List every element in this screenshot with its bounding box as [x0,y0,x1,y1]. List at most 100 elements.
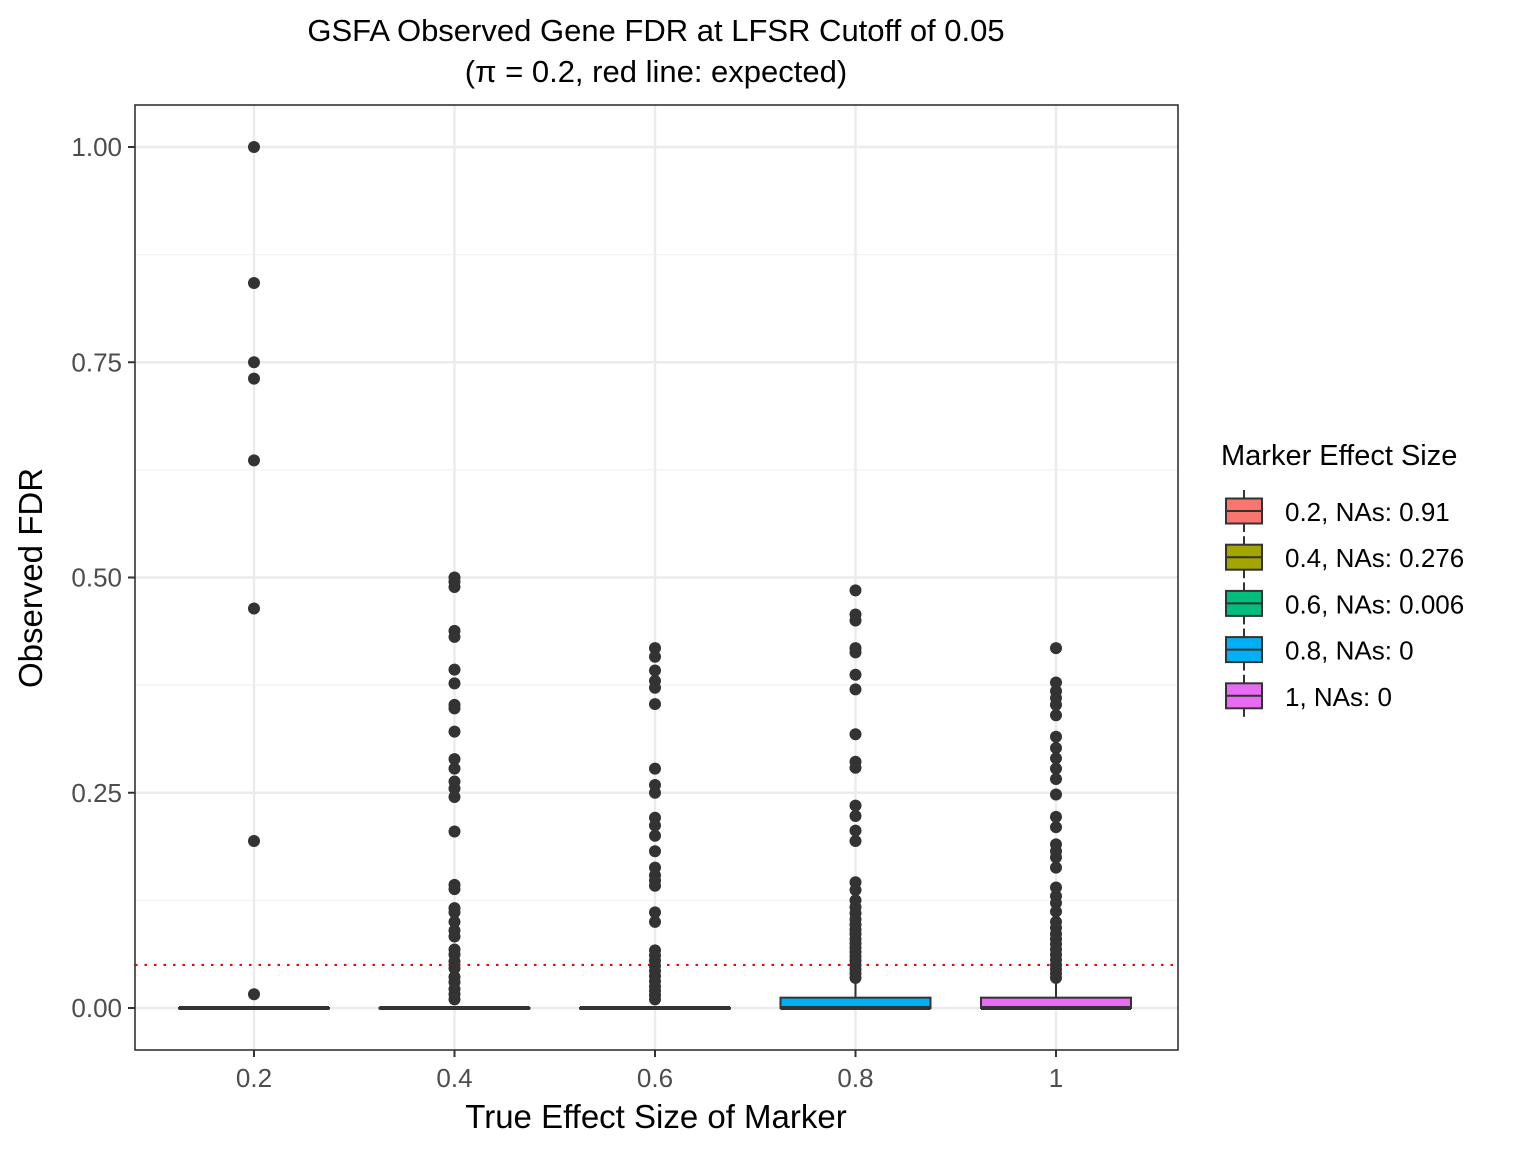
box-plots [178,141,1132,1010]
outlier-point [248,834,260,847]
outlier-point [448,930,461,943]
outlier-point [1050,676,1062,689]
outlier-point [649,829,661,842]
y-axis-title: Observed FDR [12,468,49,688]
outlier-point [448,677,461,690]
outlier-point [448,825,461,838]
box-0.8 [779,584,932,1010]
outlier-point [1050,642,1062,655]
outlier-point [448,791,461,804]
outlier-point [849,834,862,847]
legend-item: 1, NAs: 0 [1225,674,1392,717]
y-tick-label: 0.25 [71,778,122,808]
legend-title: Marker Effect Size [1221,440,1457,472]
outlier-point [649,786,661,799]
outlier-point [649,993,661,1006]
y-tick-label: 0.75 [71,347,122,377]
x-tick-label: 1 [1049,1063,1063,1093]
x-tick-label: 0.8 [837,1063,873,1093]
outlier-point [849,614,862,627]
legend-label: 1, NAs: 0 [1285,682,1392,712]
outlier-point [1050,762,1062,775]
outlier-point [1050,709,1062,722]
outlier-point [649,642,661,655]
x-tick-label: 0.4 [436,1063,472,1093]
outlier-point [248,277,260,290]
outlier-point [448,702,461,715]
box-0.6 [579,642,731,1010]
outlier-point [248,454,260,467]
outlier-point [1050,741,1062,754]
x-axis-title: True Effect Size of Marker [465,1098,846,1135]
outlier-point [1050,881,1062,894]
legend-item: 0.2, NAs: 0.91 [1225,490,1450,532]
y-tick-label: 0.00 [71,993,122,1023]
chart-title: GSFA Observed Gene FDR at LFSR Cutoff of… [307,13,1004,48]
outlier-point [649,681,661,694]
box-1 [980,642,1132,1010]
x-tick-label: 0.6 [637,1063,673,1093]
outlier-point [849,646,862,659]
outlier-point [1050,896,1062,909]
outlier-point [649,845,661,858]
outlier-point [849,824,862,837]
legend-item: 0.8, NAs: 0 [1225,628,1414,671]
x-axis: 0.2 0.4 0.6 0.8 1 [236,1050,1063,1093]
legend-item: 0.4, NAs: 0.276 [1225,536,1464,579]
outlier-point [448,962,461,975]
outlier-point [248,356,260,369]
outlier-point [448,782,461,795]
outlier-point [849,884,862,897]
legend-label: 0.2, NAs: 0.91 [1285,497,1450,527]
outlier-point [849,799,862,812]
outlier-point [1050,971,1062,984]
legend-label: 0.4, NAs: 0.276 [1285,543,1464,573]
outlier-point [1050,788,1062,801]
legend-label: 0.8, NAs: 0 [1285,636,1414,666]
outlier-point [849,728,862,741]
outlier-point [1050,821,1062,834]
outlier-point [1050,698,1062,711]
outlier-point [248,141,260,153]
outlier-point [649,915,661,928]
outlier-point [448,906,461,919]
outlier-point [1050,772,1062,785]
outlier-point [1050,810,1062,823]
box-0.2 [178,141,330,1010]
legend: Marker Effect Size 0.2, NAs: 0.91 0.4, NA… [1221,440,1464,717]
outlier-point [649,819,661,832]
outlier-point [1050,905,1062,918]
outlier-point [448,915,461,928]
outlier-point [248,988,260,1001]
outlier-point [1050,752,1062,765]
outlier-point [448,753,461,766]
outlier-point [849,971,862,984]
outlier-point [649,698,661,711]
outlier-point [1050,861,1062,874]
outlier-point [448,725,461,738]
outlier-point [649,664,661,677]
legend-item: 0.6, NAs: 0.006 [1225,582,1464,625]
y-axis: 0.00 0.25 0.50 0.75 1.00 [71,132,135,1023]
outlier-point [1050,851,1062,864]
outlier-point [849,668,862,681]
outlier-point [448,883,461,896]
y-tick-label: 0.50 [71,563,122,593]
outlier-point [849,683,862,696]
outlier-point [448,993,461,1006]
outlier-point [248,372,260,385]
chart-subtitle: (π = 0.2, red line: expected) [465,54,847,89]
outlier-point [448,663,461,676]
x-tick-label: 0.2 [236,1063,272,1093]
outlier-point [849,761,862,774]
outlier-point [649,879,661,892]
outlier-point [248,602,260,615]
outlier-point [649,762,661,775]
outlier-point [649,650,661,663]
y-tick-label: 1.00 [71,132,122,162]
outlier-point [448,580,461,593]
box-0.4 [378,571,531,1010]
outlier-point [649,906,661,919]
outlier-point [849,809,862,822]
